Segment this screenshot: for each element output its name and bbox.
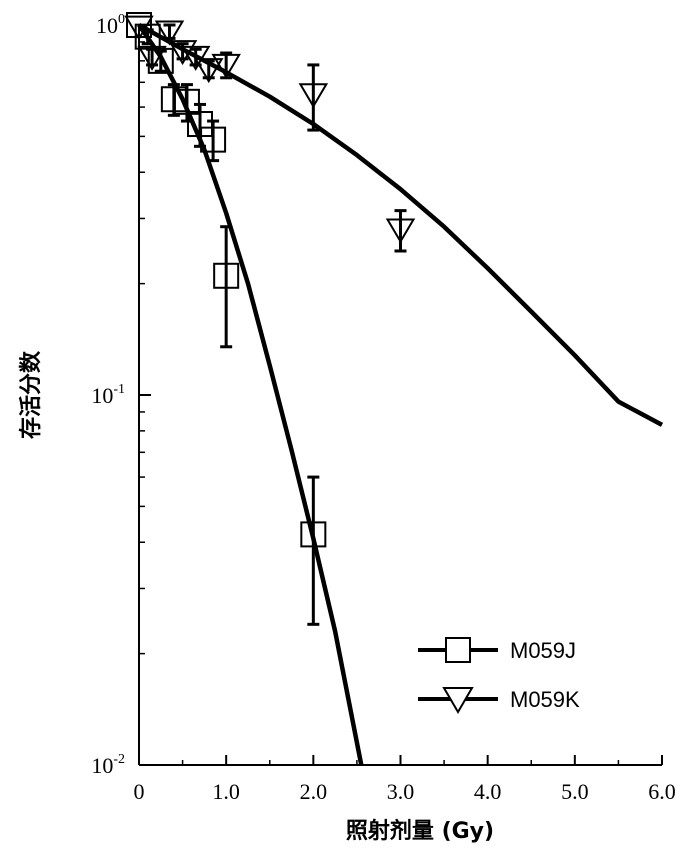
data-points xyxy=(124,12,416,626)
data-point-m059k xyxy=(154,20,185,46)
legend-square-marker-icon xyxy=(445,637,471,663)
data-point-m059k xyxy=(167,40,198,66)
data-point-m059j xyxy=(200,126,227,153)
x-tick-label: 3.0 xyxy=(387,779,415,804)
data-point-m059j xyxy=(173,88,200,115)
data-point-m059k xyxy=(298,83,329,109)
legend-label-m059k: M059K xyxy=(510,687,580,712)
y-ticks: 100 10-1 10-2 xyxy=(91,12,151,778)
y-tick-label: 100 xyxy=(96,12,125,38)
y-tick-label: 10-2 xyxy=(91,752,125,778)
data-point-m059k xyxy=(193,58,224,84)
x-tick-label: 1.0 xyxy=(212,779,240,804)
legend-triangle-marker-icon xyxy=(442,687,474,714)
x-tick-label: 2.0 xyxy=(300,779,328,804)
y-tick-label: 10-1 xyxy=(91,382,125,408)
x-tick-label: 5.0 xyxy=(561,779,589,804)
legend-item-m059j: M059J xyxy=(418,637,576,663)
data-point-m059k xyxy=(124,15,154,41)
data-point-m059k xyxy=(385,218,416,244)
x-ticks: 0 1.0 2.0 3.0 4.0 5.0 6.0 xyxy=(134,755,676,804)
data-point-m059j xyxy=(300,521,327,548)
x-tick-label: 6.0 xyxy=(648,779,676,804)
fit-curves xyxy=(137,23,664,766)
x-tick-label: 4.0 xyxy=(474,779,502,804)
x-axis-label: 照射剂量 (Gy) xyxy=(346,818,494,844)
data-point-m059k xyxy=(137,45,167,71)
data-point-m059k xyxy=(211,53,241,79)
legend: M059J M059K xyxy=(418,637,580,714)
legend-item-m059k: M059K xyxy=(418,687,580,714)
legend-label-m059j: M059J xyxy=(510,638,576,663)
data-point-m059j xyxy=(213,262,240,289)
x-tick-label: 0 xyxy=(134,779,145,804)
y-axis-label: 存活分数 xyxy=(18,350,44,439)
data-point-m059j xyxy=(147,47,174,74)
axes xyxy=(138,25,662,766)
data-point-m059k xyxy=(180,45,211,71)
